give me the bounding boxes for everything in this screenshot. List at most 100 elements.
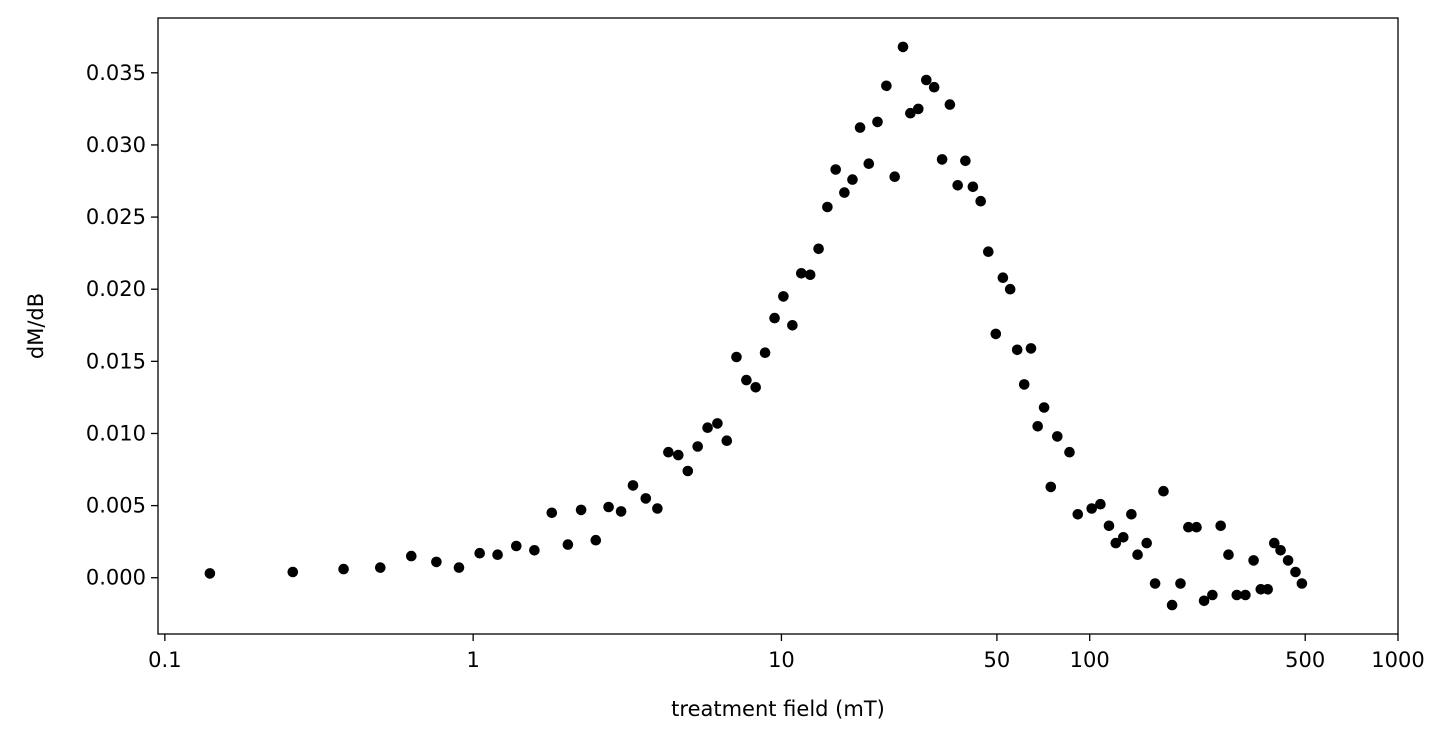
data-point (960, 155, 971, 167)
data-point (590, 534, 602, 546)
x-tick-label: 0.1 (148, 648, 181, 672)
data-point (1191, 521, 1202, 533)
data-point (936, 154, 948, 165)
data-point (1126, 509, 1137, 520)
data-point (721, 435, 733, 447)
data-point (905, 107, 916, 119)
data-point (204, 568, 216, 579)
data-point (913, 103, 924, 115)
data-point (1275, 545, 1286, 556)
data-point (863, 158, 875, 169)
data-point (881, 80, 892, 92)
y-axis-ticks: 0.000 0.005 0.010 0.015 0.020 0.025 0.030 0.035 (86, 61, 158, 590)
x-tick-label: 1000 (1371, 648, 1424, 672)
data-point (1011, 344, 1023, 356)
data-point (702, 422, 713, 434)
data-point (796, 268, 807, 279)
data-point (1175, 578, 1186, 589)
data-point (603, 501, 614, 513)
y-tick-label: 0.035 (86, 61, 146, 85)
data-point (1072, 509, 1084, 520)
data-point (652, 503, 663, 514)
data-point (928, 81, 940, 93)
data-point (813, 243, 824, 255)
y-tick-label: 0.015 (86, 349, 146, 373)
x-tick-label: 1 (466, 648, 479, 672)
data-point (575, 504, 587, 516)
data-point (682, 465, 694, 477)
data-point (1215, 520, 1226, 532)
y-tick-label: 0.020 (86, 277, 146, 301)
y-axis-label: dM/dB (24, 293, 48, 359)
data-point (1064, 446, 1075, 458)
data-point (1223, 549, 1234, 560)
data-points (204, 41, 1308, 611)
data-point (889, 171, 900, 182)
data-point (897, 41, 909, 53)
data-point (1248, 555, 1259, 566)
data-point (1103, 520, 1115, 532)
data-point (627, 480, 639, 491)
data-point (778, 291, 789, 302)
x-tick-label: 10 (768, 648, 795, 672)
x-axis-ticks: 0.1 1 10 50 100 500 1000 (148, 634, 1425, 672)
data-point (952, 180, 963, 191)
y-tick-label: 0.000 (86, 566, 146, 590)
data-point (511, 540, 522, 552)
data-point (830, 164, 841, 175)
data-point (854, 122, 866, 133)
data-point (615, 506, 627, 517)
data-point (1038, 402, 1050, 413)
data-point (1118, 532, 1129, 543)
data-point (1207, 589, 1218, 601)
data-point (1262, 584, 1273, 595)
y-tick-label: 0.030 (86, 133, 146, 157)
data-point (872, 116, 883, 128)
data-point (1240, 589, 1251, 601)
data-point (1141, 537, 1152, 549)
data-point (431, 556, 442, 568)
data-point (1198, 595, 1210, 607)
data-point (406, 550, 417, 562)
data-point (1132, 549, 1143, 560)
data-point (1149, 578, 1161, 589)
data-point (804, 269, 816, 281)
data-point (1290, 566, 1301, 578)
y-tick-label: 0.010 (86, 421, 146, 445)
data-point (453, 562, 465, 573)
data-point (1032, 421, 1043, 432)
data-point (1231, 589, 1243, 601)
data-point (673, 449, 684, 461)
data-point (1269, 537, 1280, 549)
data-point (759, 347, 771, 359)
data-point (375, 562, 386, 573)
data-point (1045, 481, 1057, 493)
data-point (822, 201, 833, 213)
x-tick-label: 50 (984, 648, 1011, 672)
x-axis-label: treatment field (mT) (671, 697, 885, 721)
data-point (529, 545, 540, 556)
data-point (1052, 431, 1063, 442)
data-point (921, 74, 932, 86)
data-point (1004, 283, 1016, 295)
data-point (338, 563, 349, 575)
data-point (287, 566, 299, 578)
data-point (975, 195, 986, 207)
x-tick-label: 500 (1285, 648, 1325, 672)
data-point (1158, 485, 1169, 497)
data-point (663, 446, 674, 458)
data-point (769, 312, 780, 324)
data-point (1086, 503, 1097, 514)
data-point (640, 493, 652, 504)
data-point (1018, 379, 1030, 390)
data-point (492, 549, 503, 560)
data-point (990, 328, 1002, 340)
data-point (692, 441, 703, 452)
data-point (847, 174, 858, 185)
data-point (1095, 498, 1106, 510)
data-point (741, 374, 752, 386)
data-point (1110, 537, 1122, 549)
data-point (839, 187, 850, 198)
